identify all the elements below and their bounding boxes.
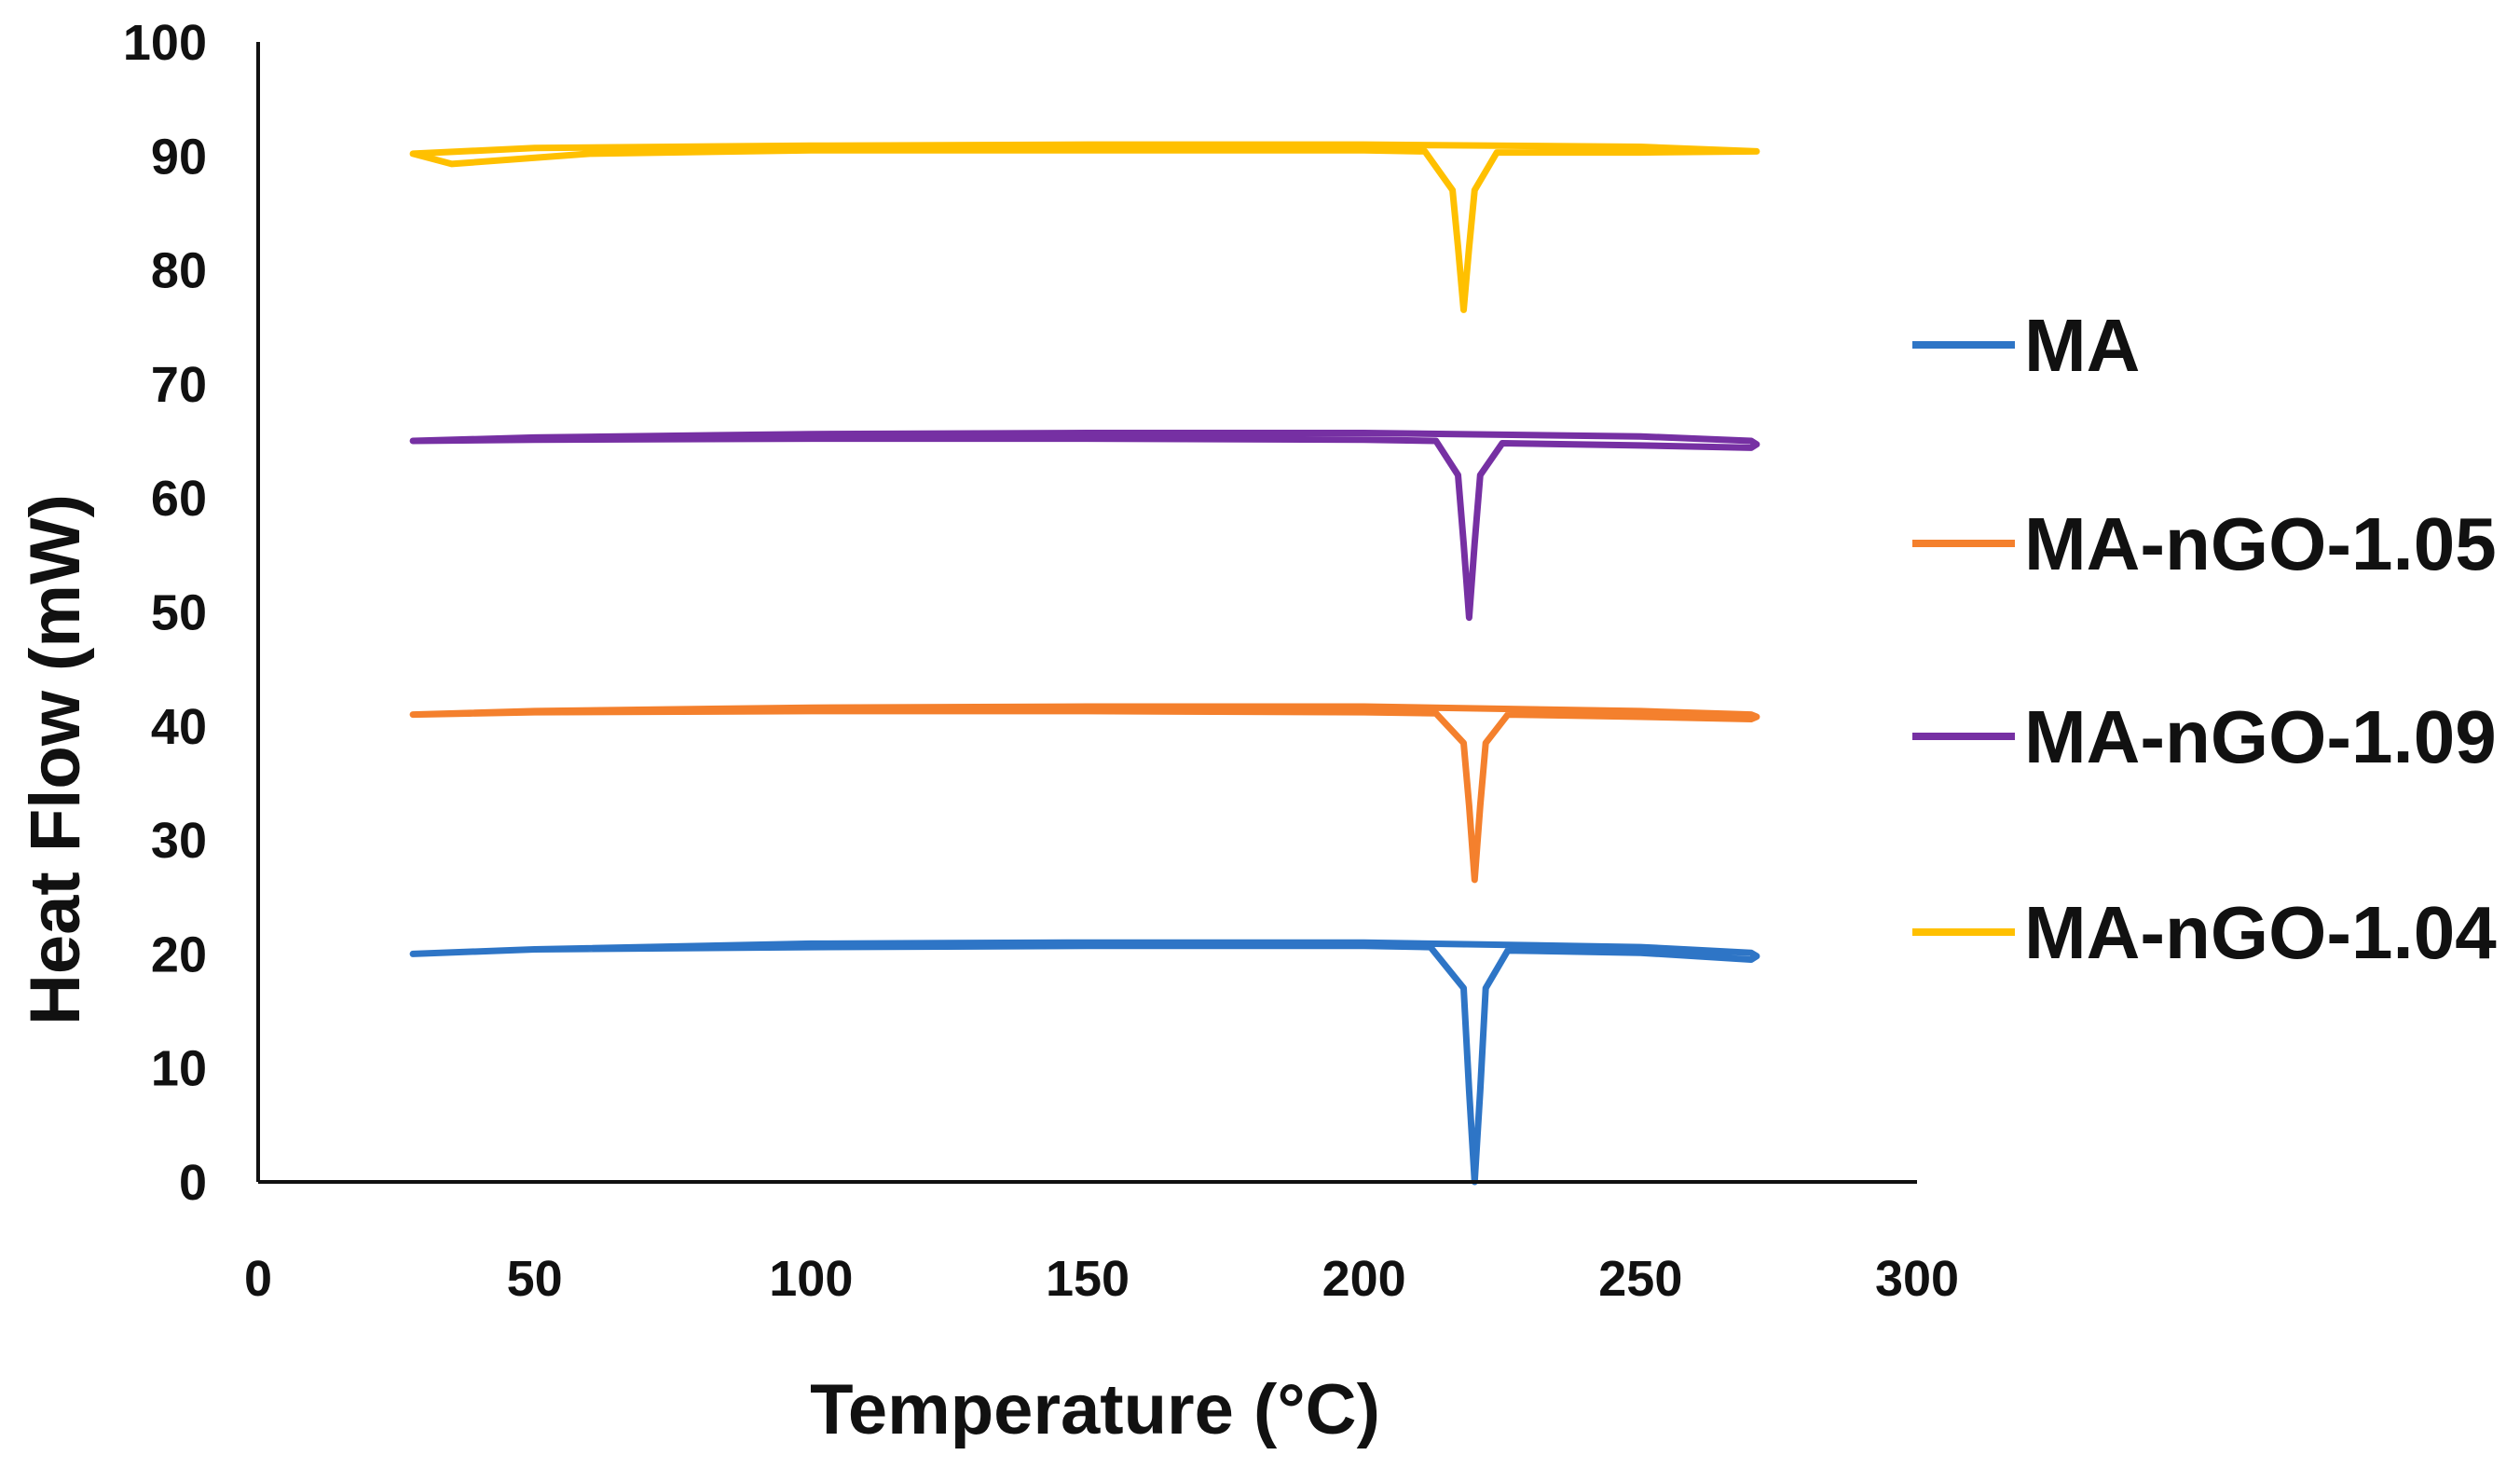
y-tick-labels: 0 10 20 30 40 50 60 70 80 90 100: [123, 15, 207, 1211]
y-tick-label: 20: [151, 927, 207, 982]
legend: MA MA-nGO-1.05 MA-nGO-1.09 MA-nGO-1.04: [1912, 304, 2497, 974]
y-tick-label: 30: [151, 813, 207, 869]
series-line-ma-ngo-1-09: [409, 430, 1760, 622]
series-line-ma-ngo-1-05: [409, 703, 1760, 884]
legend-label: MA-nGO-1.09: [2024, 695, 2497, 778]
y-tick-label: 80: [151, 243, 207, 299]
y-tick-label: 60: [151, 471, 207, 527]
legend-label: MA-nGO-1.04: [2024, 891, 2497, 974]
series-line-ma-ngo-1-04: [409, 141, 1760, 313]
x-tick-label: 50: [507, 1251, 563, 1307]
x-tick-labels: 0 50 100 150 200 250 300: [244, 1251, 1959, 1307]
x-axis-title: Temperature (°C): [810, 1370, 1380, 1449]
x-tick-label: 0: [244, 1251, 272, 1307]
y-axis-title: Heat Flow (mW): [16, 494, 95, 1025]
y-tick-label: 90: [151, 129, 207, 185]
y-tick-label: 10: [151, 1041, 207, 1097]
series-layer: [409, 141, 1760, 1186]
x-tick-label: 300: [1875, 1251, 1959, 1307]
y-tick-label: 0: [179, 1155, 207, 1211]
legend-label: MA: [2024, 304, 2140, 387]
x-tick-label: 200: [1322, 1251, 1406, 1307]
x-tick-label: 100: [769, 1251, 853, 1307]
x-tick-label: 150: [1046, 1251, 1130, 1307]
legend-label: MA-nGO-1.05: [2024, 502, 2497, 585]
y-tick-label: 70: [151, 357, 207, 413]
series-line-ma: [409, 939, 1760, 1186]
y-tick-label: 50: [151, 585, 207, 641]
x-tick-label: 250: [1598, 1251, 1682, 1307]
y-tick-label: 100: [123, 15, 207, 71]
y-tick-label: 40: [151, 699, 207, 755]
